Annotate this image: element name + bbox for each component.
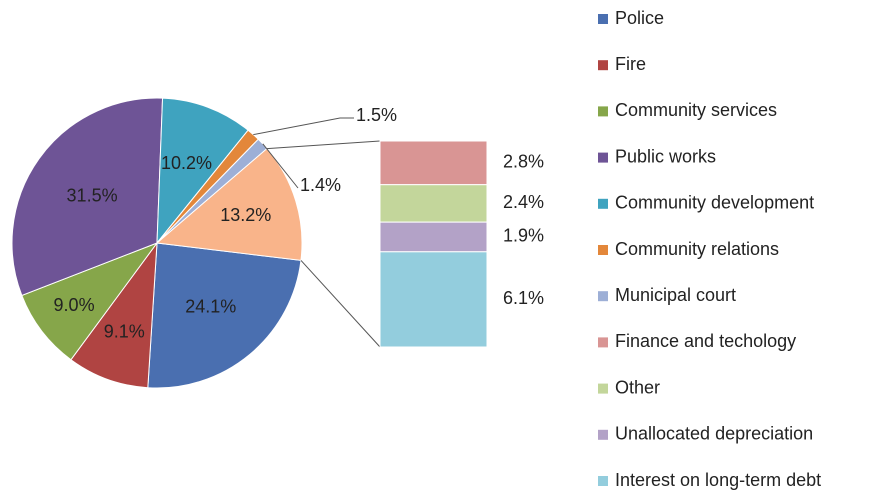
legend-item-fire: Fire <box>598 54 646 74</box>
legend-label: Community relations <box>615 239 779 259</box>
pie-slice-police <box>147 242 302 389</box>
data-label-community-development: 10.2% <box>161 153 212 173</box>
data-label-interest-on-long-term-debt: 6.1% <box>503 288 544 308</box>
legend-item-other: Other <box>598 377 660 397</box>
legend-label: Community development <box>615 193 814 213</box>
legend-swatch <box>598 245 608 255</box>
legend-swatch <box>598 383 608 394</box>
legend-label: Public works <box>615 146 716 166</box>
legend-item-finance-and-techology: Finance and techology <box>598 331 796 351</box>
data-label-finance-and-techology: 2.8% <box>503 152 544 172</box>
legend-item-municipal-court: Municipal court <box>598 285 736 305</box>
legend-swatch <box>598 198 608 209</box>
legend-label: Police <box>615 8 664 28</box>
data-label-other: 2.4% <box>503 192 544 212</box>
breakdown-bar-unallocated-depreciation <box>379 221 488 253</box>
data-label-community-relations: 1.5% <box>356 105 397 125</box>
legend-label: Unallocated depreciation <box>615 424 813 444</box>
legend-label: Municipal court <box>615 285 736 305</box>
legend-item-community-development: Community development <box>598 193 814 213</box>
legend-item-public-works: Public works <box>598 146 716 166</box>
legend-label: Community services <box>615 100 777 120</box>
pie-slice-public-works <box>11 97 164 297</box>
legend-item-community-relations: Community relations <box>598 239 779 259</box>
leader-line-municipal-court <box>262 143 299 189</box>
breakdown-bar-interest-on-long-term-debt <box>379 251 488 348</box>
data-label-community-services: 9.0% <box>54 295 95 315</box>
legend-label: Interest on long-term debt <box>615 470 821 490</box>
legend-swatch <box>598 337 608 348</box>
pie-slice-fire <box>70 241 158 389</box>
data-labels: 24.1% 9.1% 9.0% 31.5% 10.2% 1.5% 1.4% 13.2% 2.8%… <box>54 105 544 342</box>
data-label-public-works: 31.5% <box>67 185 118 205</box>
legend-swatch <box>598 291 608 302</box>
legend-swatch <box>598 60 608 71</box>
legend-label: Finance and techology <box>615 331 796 351</box>
breakdown-connector-lines <box>253 117 381 348</box>
legend-swatch <box>598 106 608 117</box>
data-label-police: 24.1% <box>185 296 236 316</box>
legend-item-police: Police <box>598 8 664 28</box>
legend-swatch <box>598 152 608 163</box>
legend-item-interest-on-long-term-debt: Interest on long-term debt <box>598 470 821 490</box>
legend-swatch <box>598 429 608 440</box>
legend-swatch <box>598 14 608 24</box>
legend-swatch <box>598 476 608 486</box>
data-label-municipal-court: 1.4% <box>300 175 341 195</box>
pie-slice-community-services <box>21 241 159 361</box>
legend-label: Other <box>615 377 660 397</box>
breakdown-bar <box>379 140 488 348</box>
legend-item-community-services: Community services <box>598 100 777 120</box>
pie-slices <box>11 97 303 389</box>
legend: Police Fire Community services Public works… <box>598 8 821 490</box>
connector-line-bottom <box>300 260 381 348</box>
leader-line-community-relations <box>253 117 354 136</box>
legend-item-unallocated-depreciation: Unallocated depreciation <box>598 424 813 444</box>
data-label-unallocated-depreciation: 1.9% <box>503 226 544 246</box>
data-label-other-group: 13.2% <box>220 205 271 225</box>
breakdown-bar-other <box>379 184 488 223</box>
legend-label: Fire <box>615 54 646 74</box>
connector-line-top <box>266 140 381 150</box>
pie-slice-community-development <box>156 97 249 245</box>
data-label-fire: 9.1% <box>104 322 145 342</box>
breakdown-bar-finance-and-techology <box>379 140 488 186</box>
